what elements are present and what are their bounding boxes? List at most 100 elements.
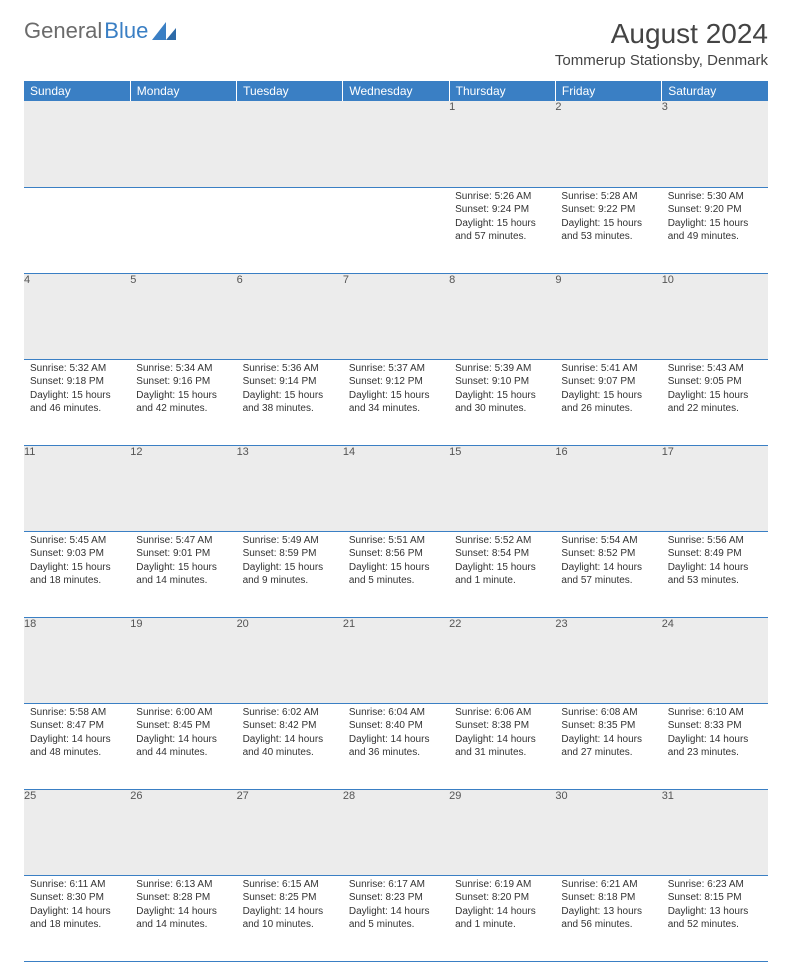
day-body-row: Sunrise: 5:26 AMSunset: 9:24 PMDaylight:… <box>24 187 768 273</box>
sunset: Sunset: 9:24 PM <box>455 203 549 217</box>
day-number: 27 <box>237 789 343 875</box>
daylight: Daylight: 15 hours and 18 minutes. <box>30 561 124 588</box>
day-number: 9 <box>555 273 661 359</box>
day-number: 13 <box>237 445 343 531</box>
daylight: Daylight: 14 hours and 40 minutes. <box>243 733 337 760</box>
daylight: Daylight: 15 hours and 30 minutes. <box>455 389 549 416</box>
sunset: Sunset: 9:03 PM <box>30 547 124 561</box>
day-cell: Sunrise: 5:51 AMSunset: 8:56 PMDaylight:… <box>343 531 449 617</box>
day-number: 18 <box>24 617 130 703</box>
day-number-row: 123 <box>24 101 768 187</box>
daylight: Daylight: 15 hours and 5 minutes. <box>349 561 443 588</box>
day-number: 17 <box>662 445 768 531</box>
daylight: Daylight: 14 hours and 1 minute. <box>455 905 549 932</box>
sunset: Sunset: 9:14 PM <box>243 375 337 389</box>
logo-text-1: General <box>24 18 102 44</box>
sunset: Sunset: 8:42 PM <box>243 719 337 733</box>
daylight: Daylight: 14 hours and 53 minutes. <box>668 561 762 588</box>
sunset: Sunset: 8:18 PM <box>561 891 655 905</box>
daylight: Daylight: 15 hours and 22 minutes. <box>668 389 762 416</box>
sunrise: Sunrise: 5:43 AM <box>668 362 762 376</box>
day-number-row: 18192021222324 <box>24 617 768 703</box>
day-body-row: Sunrise: 6:11 AMSunset: 8:30 PMDaylight:… <box>24 875 768 961</box>
day-number: 12 <box>130 445 236 531</box>
daylight: Daylight: 15 hours and 57 minutes. <box>455 217 549 244</box>
day-number: 19 <box>130 617 236 703</box>
day-cell <box>130 187 236 273</box>
day-number: 6 <box>237 273 343 359</box>
day-cell <box>24 187 130 273</box>
sunrise: Sunrise: 5:34 AM <box>136 362 230 376</box>
sunset: Sunset: 9:18 PM <box>30 375 124 389</box>
day-number: 21 <box>343 617 449 703</box>
sunrise: Sunrise: 5:36 AM <box>243 362 337 376</box>
sunrise: Sunrise: 6:04 AM <box>349 706 443 720</box>
sunset: Sunset: 8:15 PM <box>668 891 762 905</box>
daylight: Daylight: 14 hours and 23 minutes. <box>668 733 762 760</box>
daylight: Daylight: 13 hours and 52 minutes. <box>668 905 762 932</box>
sunrise: Sunrise: 6:06 AM <box>455 706 549 720</box>
day-number <box>130 101 236 187</box>
sunrise: Sunrise: 6:00 AM <box>136 706 230 720</box>
day-number-row: 45678910 <box>24 273 768 359</box>
sunrise: Sunrise: 6:15 AM <box>243 878 337 892</box>
sunrise: Sunrise: 5:41 AM <box>561 362 655 376</box>
sunrise: Sunrise: 6:17 AM <box>349 878 443 892</box>
logo-text-2: Blue <box>104 18 148 44</box>
day-number: 28 <box>343 789 449 875</box>
sunset: Sunset: 9:12 PM <box>349 375 443 389</box>
day-number: 24 <box>662 617 768 703</box>
calendar-table: Sunday Monday Tuesday Wednesday Thursday… <box>24 81 768 962</box>
sunrise: Sunrise: 5:51 AM <box>349 534 443 548</box>
sunrise: Sunrise: 5:56 AM <box>668 534 762 548</box>
logo: GeneralBlue <box>24 18 176 44</box>
sunset: Sunset: 9:07 PM <box>561 375 655 389</box>
day-number: 29 <box>449 789 555 875</box>
day-cell: Sunrise: 5:34 AMSunset: 9:16 PMDaylight:… <box>130 359 236 445</box>
daylight: Daylight: 15 hours and 26 minutes. <box>561 389 655 416</box>
day-cell: Sunrise: 5:39 AMSunset: 9:10 PMDaylight:… <box>449 359 555 445</box>
day-cell: Sunrise: 6:11 AMSunset: 8:30 PMDaylight:… <box>24 875 130 961</box>
sunset: Sunset: 8:47 PM <box>30 719 124 733</box>
sunrise: Sunrise: 5:32 AM <box>30 362 124 376</box>
day-body-row: Sunrise: 5:32 AMSunset: 9:18 PM Daylight:… <box>24 359 768 445</box>
day-cell <box>237 187 343 273</box>
sunset: Sunset: 8:28 PM <box>136 891 230 905</box>
day-number <box>24 101 130 187</box>
day-cell: Sunrise: 6:08 AMSunset: 8:35 PMDaylight:… <box>555 703 661 789</box>
daylight: Daylight: 15 hours and 14 minutes. <box>136 561 230 588</box>
day-cell: Sunrise: 6:23 AMSunset: 8:15 PMDaylight:… <box>662 875 768 961</box>
daylight: Daylight: 15 hours and 42 minutes. <box>136 389 230 416</box>
day-number: 11 <box>24 445 130 531</box>
day-number: 22 <box>449 617 555 703</box>
sunset: Sunset: 9:20 PM <box>668 203 762 217</box>
daylight: Daylight: 15 hours and 53 minutes. <box>561 217 655 244</box>
day-cell: Sunrise: 6:15 AMSunset: 8:25 PMDaylight:… <box>237 875 343 961</box>
day-cell: Sunrise: 5:32 AMSunset: 9:18 PMDaylight:… <box>24 359 130 445</box>
header: GeneralBlue August 2024 Tommerup Station… <box>24 18 768 69</box>
day-number <box>237 101 343 187</box>
sunrise: Sunrise: 5:30 AM <box>668 190 762 204</box>
day-header-row: Sunday Monday Tuesday Wednesday Thursday… <box>24 81 768 101</box>
day-number: 10 <box>662 273 768 359</box>
day-cell: Sunrise: 5:54 AMSunset: 8:52 PMDaylight:… <box>555 531 661 617</box>
sunrise: Sunrise: 6:08 AM <box>561 706 655 720</box>
day-number: 14 <box>343 445 449 531</box>
sunrise: Sunrise: 5:45 AM <box>30 534 124 548</box>
sunrise: Sunrise: 5:26 AM <box>455 190 549 204</box>
sunset: Sunset: 9:16 PM <box>136 375 230 389</box>
sunset: Sunset: 8:54 PM <box>455 547 549 561</box>
daylight: Daylight: 14 hours and 10 minutes. <box>243 905 337 932</box>
day-body-row: Sunrise: 5:45 AMSunset: 9:03 PMDaylight:… <box>24 531 768 617</box>
day-header: Monday <box>130 81 236 101</box>
daylight: Daylight: 15 hours and 38 minutes. <box>243 389 337 416</box>
daylight: Daylight: 14 hours and 31 minutes. <box>455 733 549 760</box>
daylight: Daylight: 15 hours and 34 minutes. <box>349 389 443 416</box>
day-header: Wednesday <box>343 81 449 101</box>
daylight: Daylight: 14 hours and 5 minutes. <box>349 905 443 932</box>
daylight: Daylight: 15 hours and 1 minute. <box>455 561 549 588</box>
day-number: 8 <box>449 273 555 359</box>
sunrise: Sunrise: 6:19 AM <box>455 878 549 892</box>
day-cell: Sunrise: 5:49 AMSunset: 8:59 PMDaylight:… <box>237 531 343 617</box>
day-header: Thursday <box>449 81 555 101</box>
